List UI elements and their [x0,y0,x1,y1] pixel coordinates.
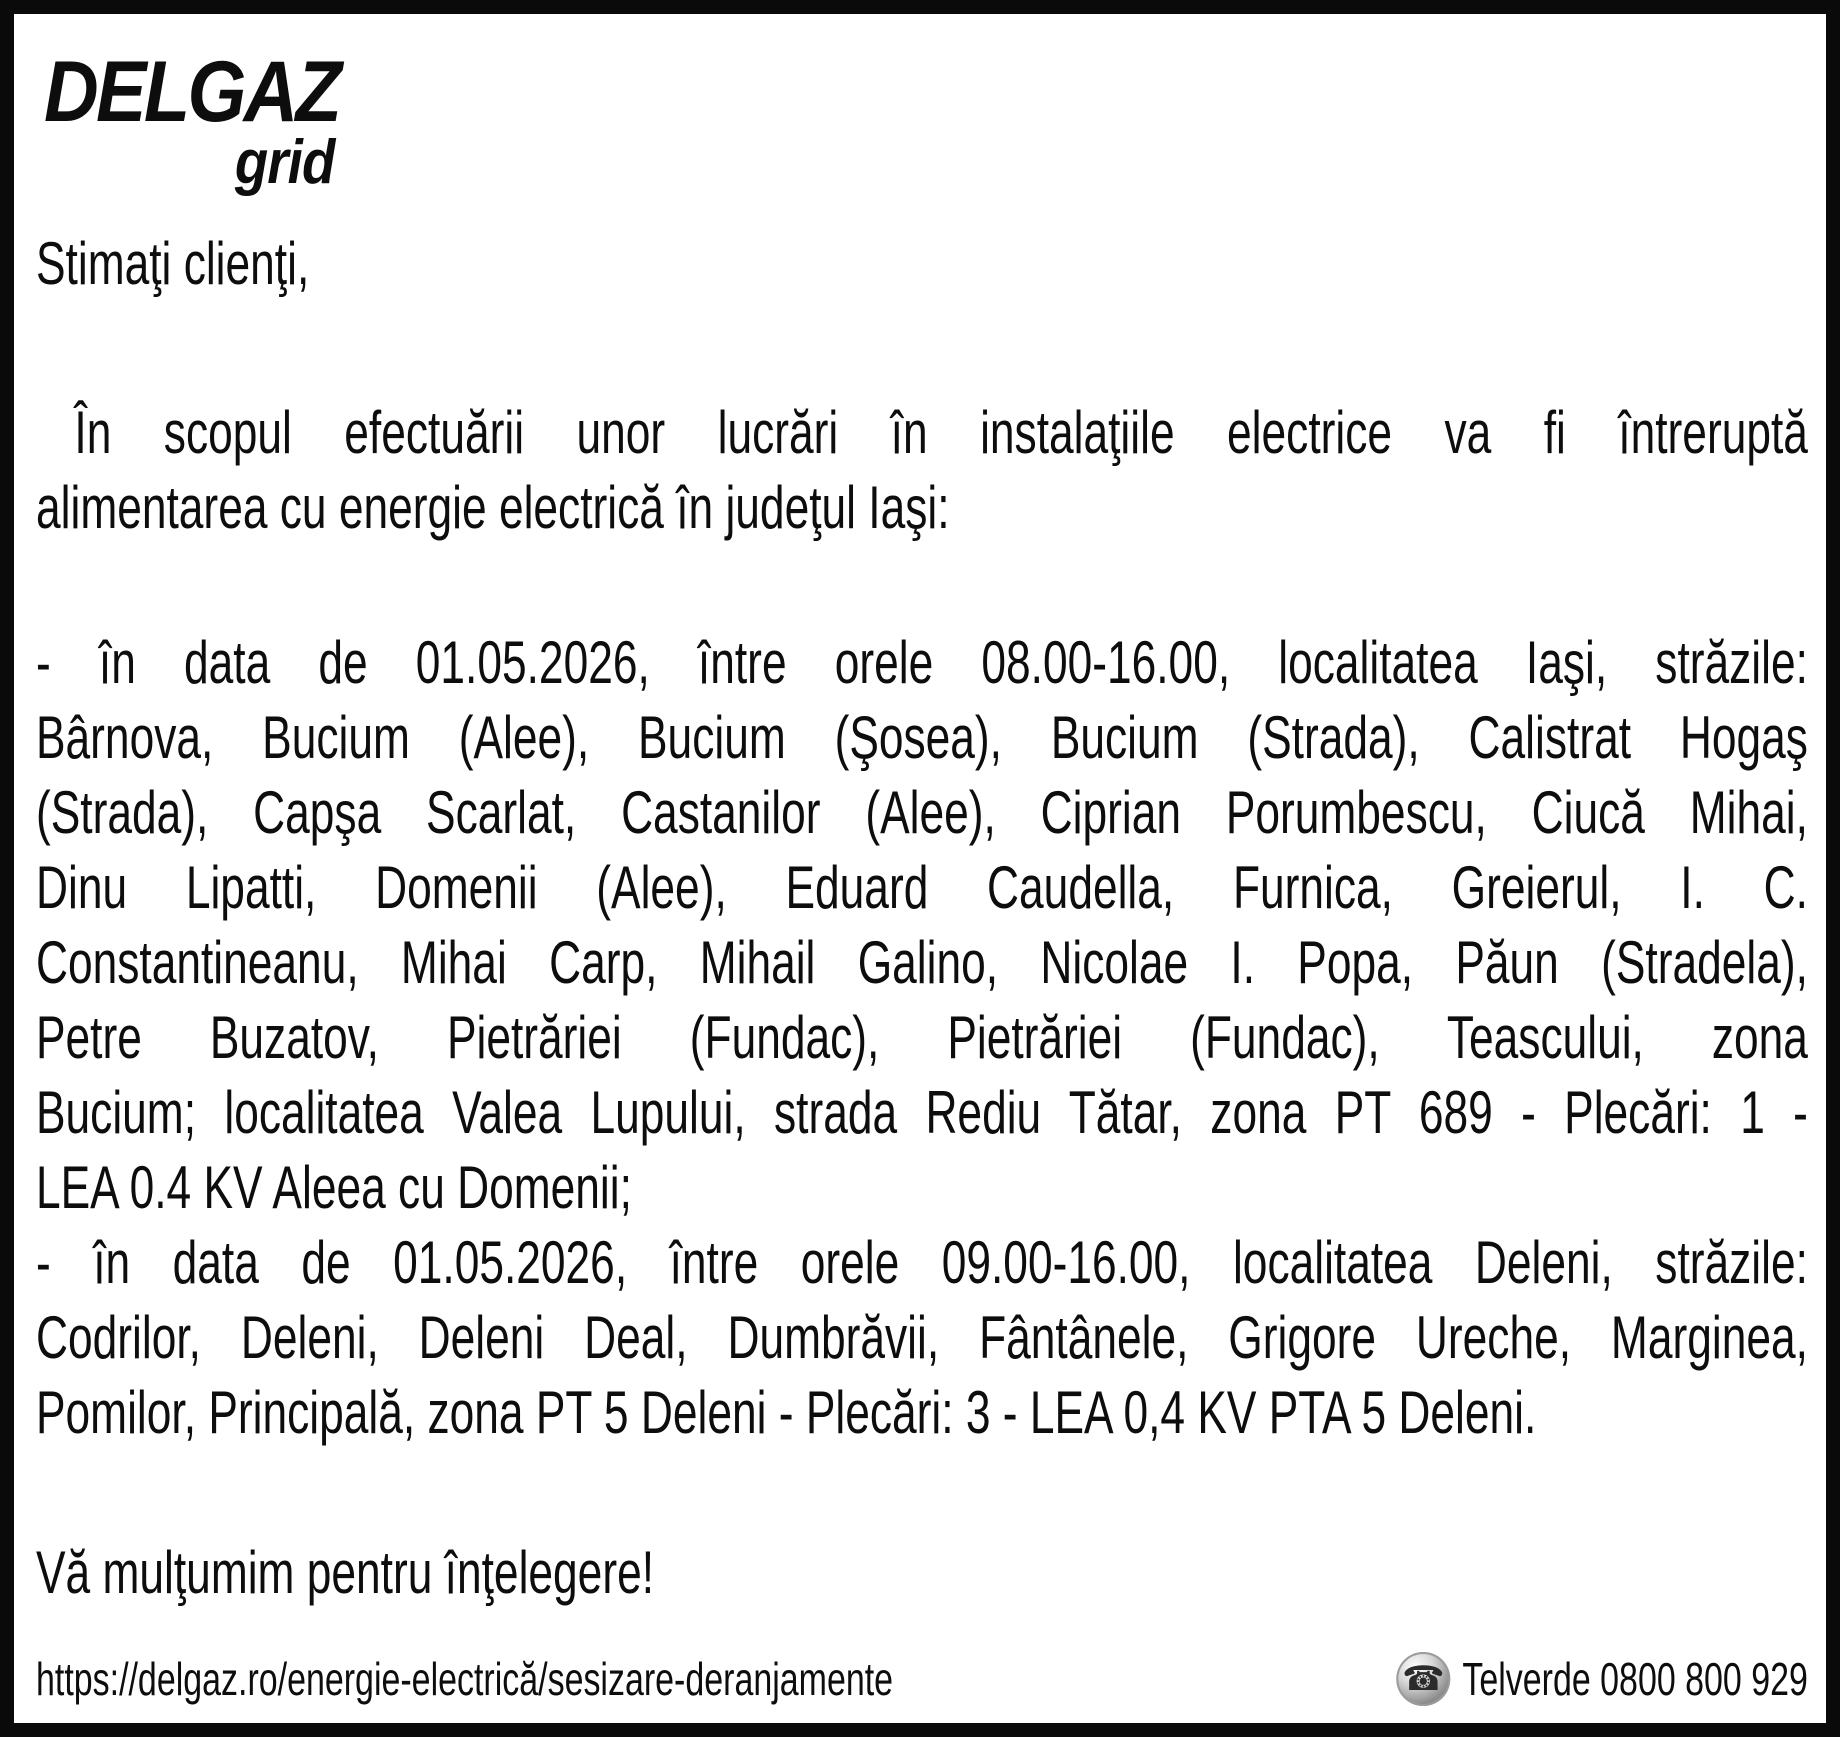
delgaz-grid-logo: DELGAZ grid [44,44,361,196]
telephone-icon: ☎ [1396,1652,1451,1706]
footer-phone: ☎ Telverde 0800 800 929 [1396,1649,1808,1709]
greeting-text: Stimaţi clienţi, [36,230,310,297]
schedule-line: Dinu Lipatti, Domenii (Alee), Eduard Cau… [36,854,1808,921]
footer: https://delgaz.ro/energie-electrică/sesi… [36,1649,1808,1709]
schedule-line: - în data de 01.05.2026, între orele 09.… [36,1229,1808,1296]
outage-schedule-paragraph: - în data de 01.05.2026, între orele 08.… [36,625,1808,1450]
schedule-line: - în data de 01.05.2026, între orele 08.… [36,629,1808,696]
schedule-line: (Strada), Capşa Scarlat, Castanilor (Ale… [36,779,1808,846]
schedule-line: Bucium; localitatea Valea Lupului, strad… [36,1079,1808,1146]
intro-paragraph: În scopul efectuării unor lucrări în ins… [36,395,1808,545]
schedule-line: Bârnova, Bucium (Alee), Bucium (Şosea), … [36,704,1808,771]
footer-url-text: https://delgaz.ro/energie-electrică/sesi… [36,1653,894,1705]
closing-text: Vă mulţumim pentru înţelegere! [36,1539,655,1606]
schedule-line: Pomilor, Principală, zona PT 5 Deleni - … [36,1379,1537,1446]
schedule-line: Petre Buzatov, Pietrăriei (Fundac), Piet… [36,1004,1808,1071]
logo-brand-text: DELGAZ [44,44,342,140]
schedule-line: LEA 0.4 KV Aleea cu Domenii; [36,1154,632,1221]
intro-line: În scopul efectuării unor lucrări în ins… [74,399,1808,466]
logo-sub-text: grid [234,128,335,197]
schedule-line: Constantineanu, Mihai Carp, Mihail Galin… [36,929,1808,996]
schedule-line: Codrilor, Deleni, Deleni Deal, Dumbrăvii… [36,1304,1808,1371]
footer-phone-label: Telverde 0800 800 929 [1462,1653,1808,1705]
intro-line: alimentarea cu energie electrică în jude… [36,474,950,541]
